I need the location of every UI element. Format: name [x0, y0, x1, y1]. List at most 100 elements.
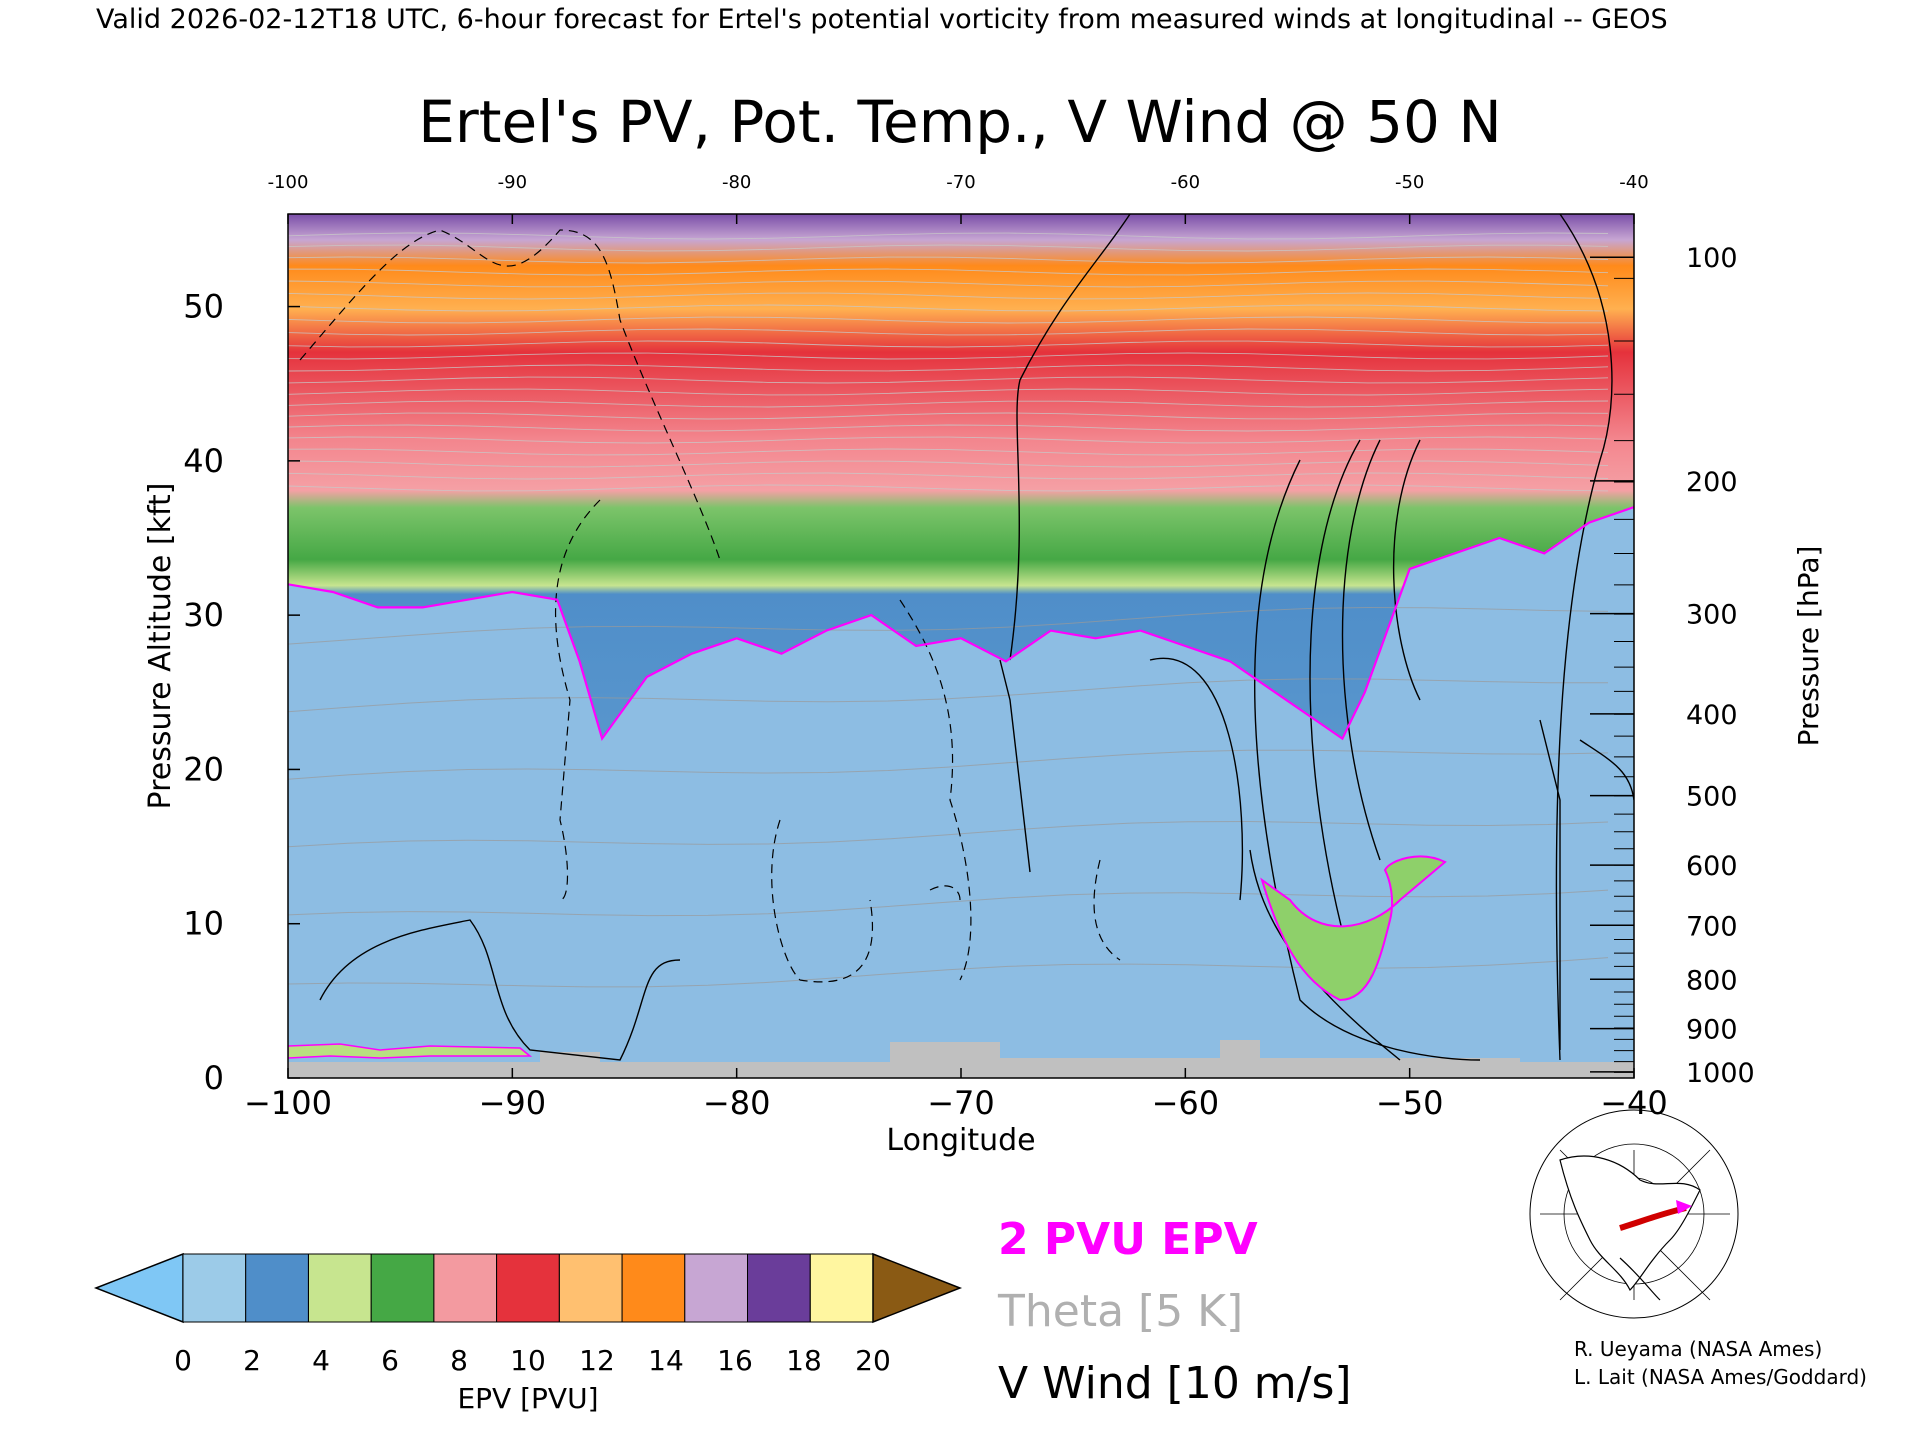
theta-isoline: [288, 304, 1609, 312]
pressure-tick-label: 600: [1686, 851, 1738, 882]
colorbar-segment: [308, 1253, 372, 1323]
pressure-tick-label: 300: [1686, 600, 1738, 631]
theta-isoline: [288, 424, 1609, 432]
colorbar: 0 2 4 6 8 10 12 14 16 18 20 EPV [PVU]: [93, 1252, 963, 1415]
top-x-tick-label: -40: [1619, 172, 1648, 193]
theta-isoline: [288, 292, 1609, 300]
top-x-tick-label: -50: [1395, 172, 1424, 193]
chart-title: Ertel's PV, Pot. Temp., V Wind @ 50 N: [418, 88, 1501, 156]
colorbar-segment: [621, 1253, 686, 1323]
theta-isoline: [288, 460, 1609, 468]
theta-isoline: [288, 316, 1608, 324]
pressure-axis-label: Pressure [hPa]: [1792, 546, 1825, 747]
colorbar-tick-label: 6: [381, 1344, 399, 1377]
colorbar-tick-label: 4: [312, 1344, 330, 1377]
x-tick-label: −40: [1600, 1084, 1668, 1122]
colorbar-segment: [684, 1253, 748, 1323]
theta-isoline: [288, 400, 1609, 408]
theta-isoline: [288, 280, 1609, 288]
pv2-tropopause-line: [288, 506, 1634, 742]
plot-area: [288, 214, 1634, 1078]
top-x-tick-label: -80: [722, 172, 751, 193]
theta-isoline: [288, 820, 1609, 850]
credit-line-1: R. Ueyama (NASA Ames): [1574, 1337, 1822, 1361]
theta-isoline: [288, 328, 1609, 336]
theta-isoline: [288, 268, 1609, 276]
legend-pv2: 2 PVU EPV: [998, 1214, 1258, 1265]
credit-line-2: L. Lait (NASA Ames/Goddard): [1574, 1365, 1867, 1389]
theta-isoline: [288, 412, 1609, 420]
colorbar-segment: [433, 1253, 498, 1323]
x-tick-label: −90: [479, 1084, 547, 1122]
x-tick-label: −80: [703, 1084, 771, 1122]
pressure-tick-label: 100: [1686, 243, 1738, 274]
y-axis-label: Pressure Altitude [kft]: [143, 483, 178, 810]
theta-isoline: [288, 957, 1609, 990]
theta-isoline: [288, 388, 1609, 396]
top-x-axis: -100 -90 -80 -70 -60 -50 -40: [268, 172, 1649, 224]
colorbar-segment: [809, 1253, 874, 1323]
colorbar-segment: [496, 1253, 560, 1323]
y-tick-label: 10: [183, 905, 224, 943]
terrain: [288, 1040, 1634, 1078]
header-text: Valid 2026-02-12T18 UTC, 6-hour forecast…: [96, 4, 1668, 35]
colorbar-tick-label: 0: [174, 1344, 192, 1377]
y-tick-label: 20: [183, 750, 224, 788]
colorbar-tick-label: 12: [579, 1344, 615, 1377]
x-tick-label: −70: [927, 1084, 995, 1122]
x-axis-label: Longitude: [886, 1123, 1035, 1158]
pressure-tick-label: 700: [1686, 911, 1738, 942]
x-tick-label: −50: [1376, 1084, 1444, 1122]
pressure-tick-label: 400: [1686, 700, 1738, 731]
pressure-axis: 100 200 300 400 500 600 700 800 900 1000: [1590, 243, 1755, 1089]
top-x-tick-label: -70: [946, 172, 975, 193]
colorbar-tick-label: 10: [510, 1344, 546, 1377]
x-tick-label: −60: [1152, 1084, 1220, 1122]
y-axis: 0 10 20 30 40 50: [183, 288, 300, 1097]
x-axis: −100 −90 −80 −70 −60 −50 −40: [244, 1068, 1668, 1122]
y-tick-label: 50: [183, 288, 224, 326]
colorbar-under-arrow: [93, 1252, 184, 1324]
colorbar-segment: [747, 1253, 811, 1323]
y-tick-label: 30: [183, 596, 224, 634]
colorbar-tick-label: 2: [243, 1344, 261, 1377]
theta-isoline: [288, 472, 1609, 480]
legend-theta: Theta [5 K]: [997, 1286, 1243, 1337]
colorbar-over-arrow: [872, 1252, 963, 1324]
theta-isolines: [288, 232, 1609, 990]
theta-isoline: [288, 484, 1609, 492]
colorbar-segment: [245, 1253, 309, 1323]
theta-isoline: [288, 376, 1609, 384]
top-x-tick-label: -90: [498, 172, 527, 193]
theta-isoline: [288, 256, 1609, 264]
theta-isoline: [288, 678, 1608, 713]
theta-isoline: [288, 749, 1609, 780]
colorbar-tick-label: 14: [648, 1344, 684, 1377]
locator-map: [1529, 1109, 1739, 1319]
theta-isoline: [288, 352, 1609, 360]
theta-isoline: [288, 448, 1609, 456]
theta-isoline: [288, 232, 1609, 240]
colorbar-segment: [558, 1253, 623, 1323]
x-tick-label: −100: [244, 1084, 332, 1122]
pv2-lower-blob: [1260, 855, 1447, 1002]
legend-v-wind: V Wind [10 m/s]: [998, 1358, 1352, 1409]
colorbar-tick-label: 18: [786, 1344, 822, 1377]
y-tick-label: 0: [204, 1059, 224, 1097]
theta-isoline: [288, 244, 1609, 252]
theta-isoline: [288, 364, 1609, 372]
top-x-tick-label: -60: [1171, 172, 1200, 193]
pressure-tick-label: 500: [1686, 782, 1738, 813]
theta-isoline: [288, 340, 1609, 348]
y-tick-label: 40: [183, 442, 224, 480]
theta-isoline: [288, 889, 1609, 920]
colorbar-tick-label: 16: [717, 1344, 753, 1377]
colorbar-tick-label: 20: [855, 1344, 891, 1377]
legend: 2 PVU EPV Theta [5 K] V Wind [10 m/s]: [997, 1214, 1352, 1409]
theta-isoline: [288, 436, 1609, 444]
v-wind-negative-contours: [299, 229, 1121, 983]
colorbar-segment: [370, 1253, 435, 1323]
colorbar-segment: [182, 1253, 247, 1323]
colorbar-tick-label: 8: [450, 1344, 468, 1377]
